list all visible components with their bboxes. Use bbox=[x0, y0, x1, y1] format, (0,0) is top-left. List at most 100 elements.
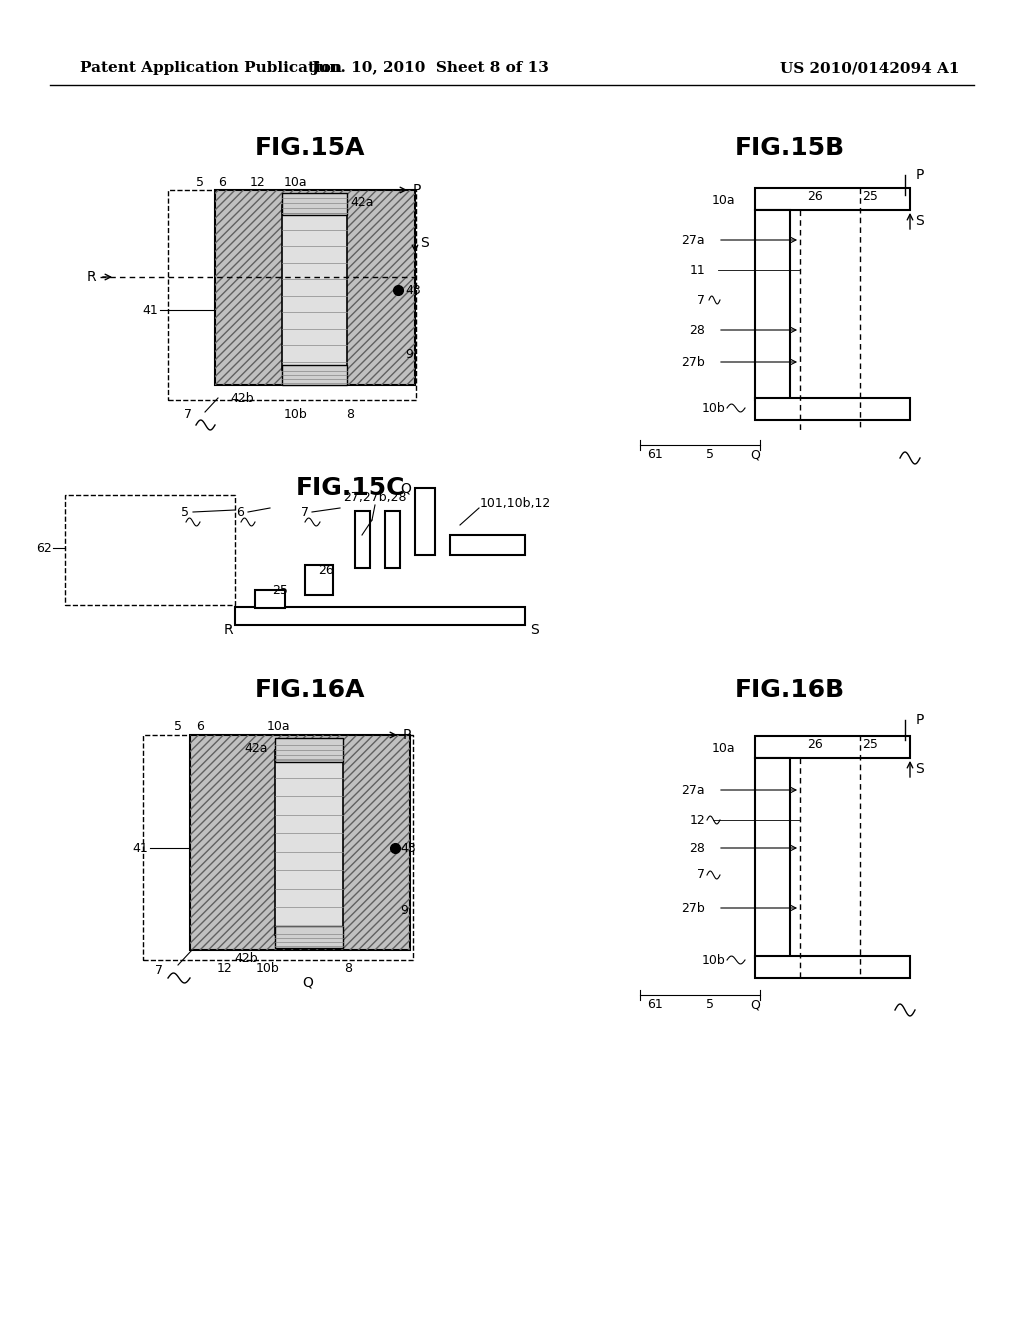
Bar bbox=[355, 511, 370, 568]
Text: Patent Application Publication: Patent Application Publication bbox=[80, 61, 342, 75]
Text: 7: 7 bbox=[301, 506, 309, 519]
Text: 27a: 27a bbox=[681, 234, 705, 247]
Text: R: R bbox=[223, 623, 233, 638]
Text: S: S bbox=[915, 214, 924, 228]
Text: 25: 25 bbox=[862, 738, 878, 751]
Text: Q: Q bbox=[750, 998, 760, 1011]
Text: 25: 25 bbox=[862, 190, 878, 202]
Text: 10b: 10b bbox=[284, 408, 308, 421]
Text: P: P bbox=[403, 729, 412, 742]
Text: 12: 12 bbox=[689, 813, 705, 826]
Text: 28: 28 bbox=[689, 842, 705, 854]
Text: 62: 62 bbox=[36, 541, 52, 554]
Text: 8: 8 bbox=[346, 408, 354, 421]
Text: 27b: 27b bbox=[681, 902, 705, 915]
Text: R: R bbox=[86, 271, 96, 284]
Text: 27b: 27b bbox=[681, 355, 705, 368]
Text: 10b: 10b bbox=[701, 401, 725, 414]
Text: 26: 26 bbox=[807, 190, 823, 202]
Bar bbox=[755, 737, 910, 758]
Text: 5: 5 bbox=[196, 176, 204, 189]
Bar bbox=[282, 366, 347, 385]
Bar bbox=[755, 210, 790, 400]
Text: S: S bbox=[530, 623, 539, 638]
Text: 41: 41 bbox=[142, 304, 158, 317]
Bar bbox=[385, 511, 400, 568]
Text: 27a: 27a bbox=[681, 784, 705, 796]
Text: 7: 7 bbox=[697, 869, 705, 882]
Text: 42a: 42a bbox=[245, 742, 268, 755]
Bar bbox=[190, 735, 410, 950]
Text: 43: 43 bbox=[406, 284, 421, 297]
Text: 27,27b,28: 27,27b,28 bbox=[343, 491, 407, 504]
Text: S: S bbox=[420, 236, 429, 249]
Text: 61: 61 bbox=[647, 449, 663, 462]
Text: 10b: 10b bbox=[701, 953, 725, 966]
Text: 5: 5 bbox=[706, 998, 714, 1011]
Text: FIG.16B: FIG.16B bbox=[735, 678, 845, 702]
Bar bbox=[305, 565, 333, 595]
Text: S: S bbox=[915, 762, 924, 776]
Bar bbox=[282, 193, 347, 215]
Text: 12: 12 bbox=[217, 961, 232, 974]
Text: FIG.15C: FIG.15C bbox=[295, 477, 404, 500]
Text: 9: 9 bbox=[400, 903, 408, 916]
Text: 6: 6 bbox=[218, 176, 226, 189]
Text: 10a: 10a bbox=[712, 194, 735, 206]
Text: 10a: 10a bbox=[712, 742, 735, 755]
Text: 6: 6 bbox=[196, 721, 204, 734]
Text: 101,10b,12: 101,10b,12 bbox=[480, 496, 551, 510]
Bar bbox=[275, 738, 343, 762]
Text: 12: 12 bbox=[250, 176, 266, 189]
Text: 7: 7 bbox=[184, 408, 193, 421]
Bar bbox=[755, 399, 910, 420]
Bar bbox=[168, 190, 416, 400]
Text: P: P bbox=[915, 713, 925, 727]
Text: 43: 43 bbox=[400, 842, 416, 854]
Text: 10a: 10a bbox=[266, 721, 290, 734]
Text: 10b: 10b bbox=[256, 961, 280, 974]
Text: 26: 26 bbox=[807, 738, 823, 751]
Text: 5: 5 bbox=[181, 506, 189, 519]
Text: 42a: 42a bbox=[350, 195, 374, 209]
Bar bbox=[215, 190, 415, 385]
Text: 25: 25 bbox=[272, 583, 288, 597]
Text: 41: 41 bbox=[132, 842, 148, 854]
Text: 6: 6 bbox=[237, 506, 244, 519]
Text: Q: Q bbox=[750, 449, 760, 462]
Bar bbox=[190, 735, 410, 950]
Text: 26: 26 bbox=[318, 564, 334, 577]
Text: P: P bbox=[413, 183, 421, 197]
Bar bbox=[65, 495, 234, 605]
Text: Q: Q bbox=[302, 975, 313, 989]
Text: 9: 9 bbox=[406, 348, 413, 362]
Text: 7: 7 bbox=[155, 964, 163, 977]
Bar bbox=[282, 205, 347, 370]
Text: FIG.15B: FIG.15B bbox=[735, 136, 845, 160]
Bar bbox=[275, 927, 343, 948]
Text: 8: 8 bbox=[344, 961, 352, 974]
Bar bbox=[755, 758, 790, 958]
Bar bbox=[755, 956, 910, 978]
Bar bbox=[755, 187, 910, 210]
Text: 42b: 42b bbox=[234, 952, 258, 965]
Bar bbox=[450, 535, 525, 554]
Text: 11: 11 bbox=[689, 264, 705, 276]
Text: 10a: 10a bbox=[284, 176, 307, 189]
Bar bbox=[234, 607, 525, 624]
Text: Jun. 10, 2010  Sheet 8 of 13: Jun. 10, 2010 Sheet 8 of 13 bbox=[311, 61, 549, 75]
Bar bbox=[255, 590, 285, 609]
Text: Q: Q bbox=[400, 480, 411, 495]
Text: 28: 28 bbox=[689, 323, 705, 337]
Text: FIG.15A: FIG.15A bbox=[255, 136, 366, 160]
Text: 42b: 42b bbox=[230, 392, 254, 404]
Text: US 2010/0142094 A1: US 2010/0142094 A1 bbox=[780, 61, 959, 75]
Bar bbox=[275, 750, 343, 935]
Text: P: P bbox=[915, 168, 925, 182]
Text: FIG.16A: FIG.16A bbox=[255, 678, 366, 702]
Text: 7: 7 bbox=[697, 293, 705, 306]
Bar bbox=[415, 488, 435, 554]
Bar bbox=[215, 190, 415, 385]
Text: 5: 5 bbox=[706, 449, 714, 462]
Text: 61: 61 bbox=[647, 998, 663, 1011]
